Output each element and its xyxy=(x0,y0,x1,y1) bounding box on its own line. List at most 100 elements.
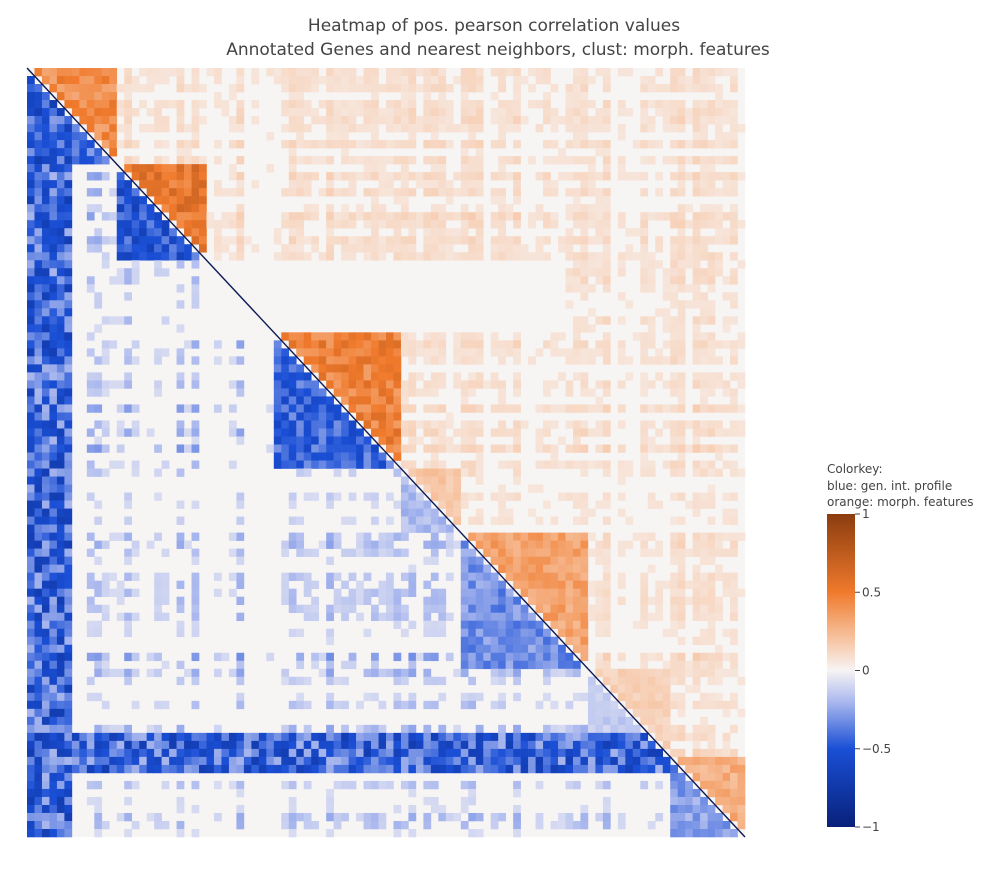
heatmap-cell xyxy=(640,596,649,605)
heatmap-cell xyxy=(109,668,118,678)
heatmap-cell xyxy=(707,300,716,309)
heatmap-cell xyxy=(303,172,312,181)
heatmap-cell xyxy=(311,348,319,357)
heatmap-cell xyxy=(303,180,312,189)
heatmap-cell xyxy=(400,572,409,581)
heatmap-cell xyxy=(408,812,417,822)
heatmap-cell xyxy=(318,76,327,85)
heatmap-cell xyxy=(677,532,686,541)
heatmap-cell xyxy=(415,476,424,485)
heatmap-cell xyxy=(318,388,327,397)
heatmap-cell xyxy=(543,612,551,622)
heatmap-cell xyxy=(363,220,372,229)
heatmap-cell xyxy=(400,196,409,205)
heatmap-cell xyxy=(475,348,484,357)
heatmap-cell xyxy=(640,116,649,125)
heatmap-cell xyxy=(27,460,35,469)
heatmap-cell xyxy=(303,76,312,85)
heatmap-cell xyxy=(356,340,364,349)
heatmap-cell xyxy=(595,700,604,710)
heatmap-cell xyxy=(430,756,439,766)
heatmap-cell xyxy=(101,732,110,742)
heatmap-cell xyxy=(199,220,207,229)
heatmap-cell xyxy=(685,668,693,678)
heatmap-cell xyxy=(161,572,170,581)
heatmap-cell xyxy=(34,404,43,413)
heatmap-cell xyxy=(311,604,319,614)
heatmap-cell xyxy=(386,436,394,445)
heatmap-cell xyxy=(640,780,649,790)
heatmap-cell xyxy=(715,532,723,541)
heatmap-cell xyxy=(468,332,477,341)
heatmap-cell xyxy=(677,548,686,557)
heatmap-cell xyxy=(333,84,342,93)
heatmap-cell xyxy=(400,748,409,758)
heatmap-cell xyxy=(94,732,103,742)
heatmap-cell xyxy=(550,820,559,830)
heatmap-cell xyxy=(617,292,626,301)
heatmap-cell xyxy=(543,420,551,429)
heatmap-cell xyxy=(587,212,596,221)
heatmap-cell xyxy=(737,764,746,774)
heatmap-cell xyxy=(670,84,678,93)
heatmap-cell xyxy=(550,636,559,646)
heatmap-cell xyxy=(393,452,402,461)
heatmap-cell xyxy=(363,252,372,261)
heatmap-cell xyxy=(408,172,417,181)
heatmap-cell xyxy=(677,404,686,413)
heatmap-cell xyxy=(49,516,58,525)
heatmap-cell xyxy=(408,388,417,397)
heatmap-cell xyxy=(154,732,162,742)
heatmap-cell xyxy=(56,732,65,742)
heatmap-cell xyxy=(647,708,656,718)
heatmap-cell xyxy=(550,116,559,125)
heatmap-cell xyxy=(580,340,589,349)
heatmap-cell xyxy=(498,740,506,750)
heatmap-cell xyxy=(34,428,43,437)
heatmap-cell xyxy=(288,116,297,125)
heatmap-cell xyxy=(513,140,521,149)
heatmap-cell xyxy=(535,652,544,662)
heatmap-cell xyxy=(27,132,35,141)
heatmap-cell xyxy=(445,196,454,205)
heatmap-cell xyxy=(460,420,469,429)
heatmap-cell xyxy=(348,356,357,365)
heatmap-cell xyxy=(303,764,312,774)
heatmap-cell xyxy=(595,612,604,622)
heatmap-cell xyxy=(101,652,110,662)
heatmap-cell xyxy=(303,356,312,365)
heatmap-cell xyxy=(318,140,327,149)
heatmap-cell xyxy=(595,748,604,758)
heatmap-cell xyxy=(281,244,290,253)
heatmap-cell xyxy=(430,508,439,517)
heatmap-cell xyxy=(535,444,544,453)
heatmap-cell xyxy=(625,252,634,261)
heatmap-cell xyxy=(505,644,514,654)
heatmap-cell xyxy=(49,84,58,93)
heatmap-cell xyxy=(326,76,334,85)
heatmap-cell xyxy=(176,156,185,165)
heatmap-cell xyxy=(303,468,312,477)
heatmap-cell xyxy=(475,460,484,469)
heatmap-cell xyxy=(647,700,656,710)
heatmap-cell xyxy=(311,748,319,758)
heatmap-cell xyxy=(572,124,581,133)
heatmap-cell xyxy=(430,236,439,245)
heatmap-cell xyxy=(326,236,334,245)
heatmap-cell xyxy=(356,412,364,421)
heatmap-cell xyxy=(655,708,664,718)
heatmap-cell xyxy=(348,468,357,477)
heatmap-cell xyxy=(311,204,319,213)
heatmap-cell xyxy=(498,132,506,141)
heatmap-cell xyxy=(303,748,312,758)
heatmap-cell xyxy=(408,348,417,357)
heatmap-cell xyxy=(326,452,334,461)
heatmap-cell xyxy=(572,284,581,293)
heatmap-cell xyxy=(281,428,290,437)
heatmap-cell xyxy=(199,188,207,197)
heatmap-cell xyxy=(730,540,738,549)
heatmap-cell xyxy=(34,260,43,269)
heatmap-cell xyxy=(430,140,439,149)
heatmap-cell xyxy=(236,548,245,557)
heatmap-cell xyxy=(558,812,566,822)
